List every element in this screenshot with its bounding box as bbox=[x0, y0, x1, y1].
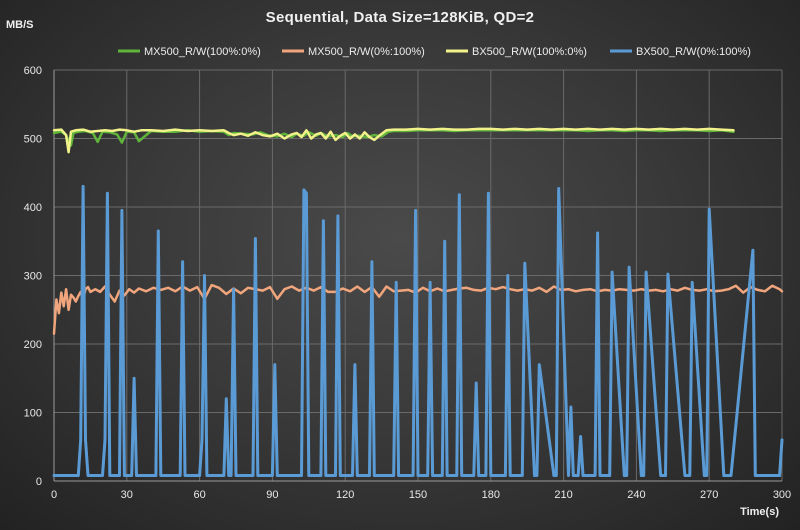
x-tick-label: 60 bbox=[193, 489, 205, 501]
series-line-4 bbox=[52, 184, 784, 477]
x-tick-label: 240 bbox=[627, 489, 645, 501]
x-tick-label: 300 bbox=[773, 489, 791, 501]
y-tick-label: 400 bbox=[24, 202, 42, 214]
x-tick-label: 0 bbox=[51, 489, 57, 501]
y-tick-label: 300 bbox=[24, 271, 42, 283]
x-tick-label: 30 bbox=[121, 489, 133, 501]
axes: 0 100 200 300 400 500 600 0 30 60 90 120 150 180 210 24… bbox=[24, 65, 792, 501]
legend-label: MX500_R/W(0%:100%) bbox=[308, 46, 425, 58]
y-tick-label: 100 bbox=[24, 408, 42, 420]
y-tick-label: 500 bbox=[24, 134, 42, 146]
series-lines bbox=[52, 127, 784, 477]
legend: MX500_R/W(100%:0%) MX500_R/W(0%:100%) BX50… bbox=[118, 46, 751, 58]
y-tick-label: 200 bbox=[24, 339, 42, 351]
x-tick-label: 120 bbox=[336, 489, 354, 501]
y-tick-label: 0 bbox=[36, 476, 42, 488]
legend-label: MX500_R/W(100%:0%) bbox=[144, 46, 261, 58]
chart-title: Sequential, Data Size=128KiB, QD=2 bbox=[266, 9, 535, 26]
y-tick-label: 600 bbox=[24, 65, 42, 77]
y-axis-unit-label: MB/S bbox=[6, 19, 34, 31]
x-tick-label: 210 bbox=[554, 489, 572, 501]
legend-label: BX500_R/W(0%:100%) bbox=[636, 46, 751, 58]
x-tick-label: 270 bbox=[700, 489, 718, 501]
x-tick-label: 150 bbox=[409, 489, 427, 501]
x-axis-label: Time(s) bbox=[740, 506, 779, 518]
legend-label: BX500_R/W(100%:0%) bbox=[472, 46, 587, 58]
x-tick-label: 90 bbox=[266, 489, 278, 501]
series-line-3 bbox=[52, 127, 735, 154]
x-tick-label: 180 bbox=[482, 489, 500, 501]
series-line-1 bbox=[52, 129, 735, 147]
